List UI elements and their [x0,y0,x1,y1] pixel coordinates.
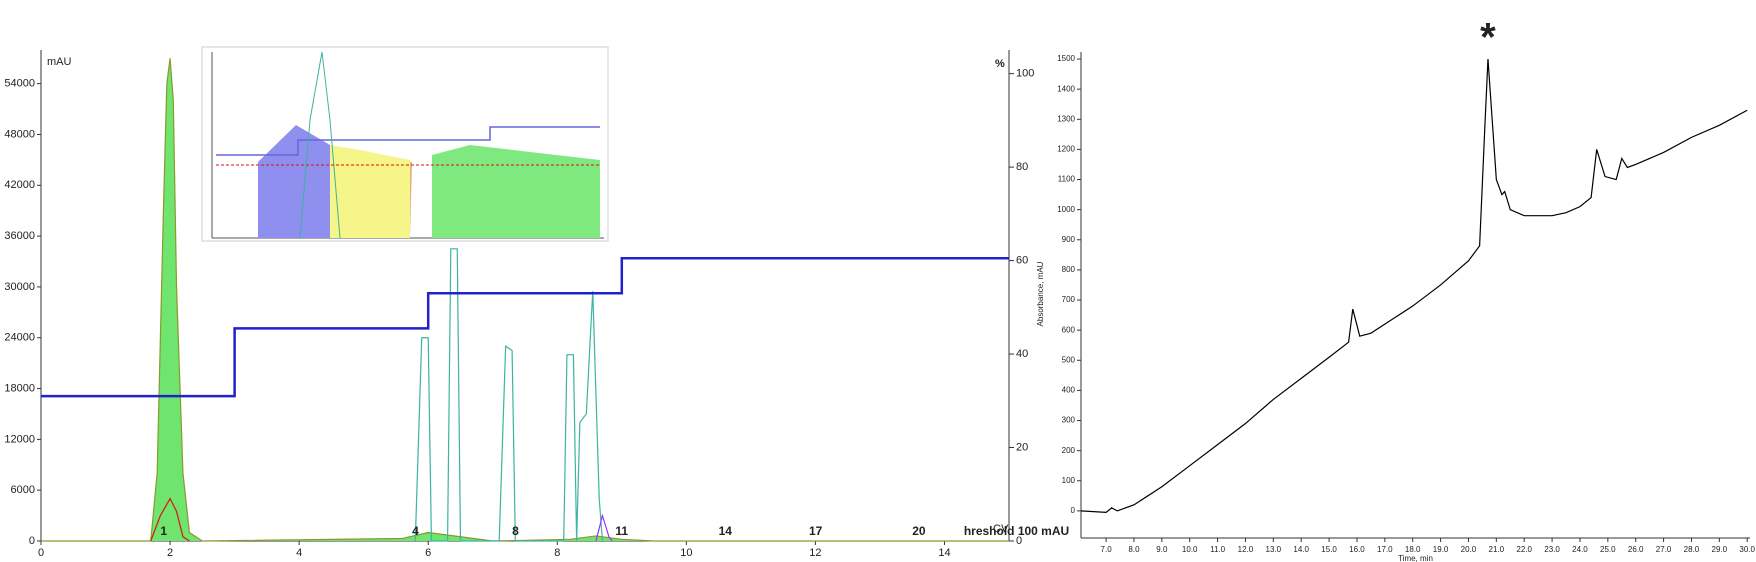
y-tick-label: 1200 [1057,145,1075,154]
series-line [595,513,613,542]
y-tick-label: 0 [29,535,35,547]
x-tick-label: 8 [554,547,560,559]
x-tick-label: 9.0 [1156,545,1168,554]
y2-tick-label: 100 [1016,68,1034,80]
y-tick-label: 18000 [4,382,35,394]
y-tick-label: 1400 [1057,84,1075,93]
annotation: 17 [809,524,823,538]
y-tick-label: 0 [1071,506,1076,515]
x-tick-label: 23.0 [1544,545,1560,554]
x-tick-label: 13.0 [1266,545,1282,554]
series-line [414,248,604,542]
annotation: 4 [412,524,419,538]
y-tick-label: 600 [1062,325,1076,334]
x-tick-label: 26.0 [1628,545,1644,554]
y-tick-label: 100 [1062,476,1076,485]
x-tick-label: 4 [296,547,302,559]
x-tick-label: 2 [167,547,173,559]
y-tick-label: 1000 [1057,205,1075,214]
series-line [150,497,190,542]
y-tick-label: 30000 [4,281,35,293]
y-tick-label: 300 [1062,416,1076,425]
y2-tick-label: 0 [1016,535,1022,547]
annotation: 1 [160,524,167,538]
x-tick-label: 29.0 [1712,545,1728,554]
y2-tick-label: 40 [1016,348,1028,360]
y-axis-label: Absorbance, mAU [1036,261,1045,326]
x-tick-label: 6 [425,547,431,559]
x-tick-label: 25.0 [1600,545,1616,554]
x-tick-label: 20.0 [1461,545,1477,554]
annotation: 14 [719,524,733,538]
inset-line [216,126,600,156]
y2-axis-label: % [995,58,1005,70]
x-tick-label: 21.0 [1489,545,1505,554]
inset-area [258,125,330,238]
y-tick-label: 200 [1062,446,1076,455]
x-axis-label: Time, min [1398,554,1433,562]
x-tick-label: 10 [680,547,692,559]
annotation: * [1480,16,1496,60]
x-tick-label: 8.0 [1128,545,1140,554]
x-tick-label: 30.0 [1739,545,1755,554]
annotation: 8 [512,524,519,538]
y-tick-label: 800 [1062,265,1076,274]
y-tick-label: 24000 [4,332,35,344]
x-tick-label: 0 [38,547,44,559]
y-tick-label: 1300 [1057,114,1075,123]
y-tick-label: 900 [1062,235,1076,244]
chromatogram: 0600012000180002400030000360004200048000… [4,50,1069,559]
y2-tick-label: 20 [1016,441,1028,453]
x-tick-label: 14.0 [1293,545,1309,554]
inset-area [432,145,600,238]
x-tick-label: 10.0 [1182,545,1198,554]
x-tick-label: 22.0 [1516,545,1532,554]
inset-line [299,51,341,239]
y2-tick-label: 60 [1016,254,1028,266]
x-tick-label: 12.0 [1238,545,1254,554]
inset-area [330,145,410,238]
y-tick-label: 36000 [4,230,35,242]
y-tick-label: 700 [1062,295,1076,304]
series-line [41,58,1009,542]
x-tick-label: 14 [938,547,950,559]
x-tick-label: 7.0 [1101,545,1113,554]
y-tick-label: 1100 [1058,175,1076,184]
y-tick-label: 400 [1062,386,1076,395]
x-axis-label: CV [993,523,1009,535]
x-tick-label: 17.0 [1377,545,1393,554]
x-tick-label: 19.0 [1433,545,1449,554]
x-tick-label: 27.0 [1656,545,1672,554]
annotation: 20 [912,524,926,538]
x-tick-label: 18.0 [1405,545,1421,554]
y-tick-label: 6000 [11,484,35,496]
annotation: hreshold 100 mAU [964,524,1069,538]
x-tick-label: 12 [809,547,821,559]
x-tick-label: 16.0 [1349,545,1365,554]
annotation: 11 [615,524,628,538]
y-axis-label: mAU [47,56,72,68]
y-tick-label: 54000 [4,78,35,90]
y-tick-label: 12000 [4,433,35,445]
y-tick-label: 1500 [1057,54,1075,63]
absorbance-chart: 0 100 200 300 400 500 600 700 800 900 1000 1100 1200… [1036,16,1755,562]
inset-chart [201,46,609,242]
inset-area [410,162,412,238]
series-line [1080,58,1748,514]
y-tick-label: 42000 [4,179,35,191]
y2-tick-label: 80 [1016,161,1028,173]
x-tick-label: 11.0 [1210,545,1226,554]
x-tick-label: 28.0 [1684,545,1700,554]
y-tick-label: 48000 [4,128,35,140]
x-tick-label: 24.0 [1572,545,1588,554]
y-tick-label: 500 [1062,355,1076,364]
x-tick-label: 15.0 [1321,545,1337,554]
series-line [41,256,1009,398]
